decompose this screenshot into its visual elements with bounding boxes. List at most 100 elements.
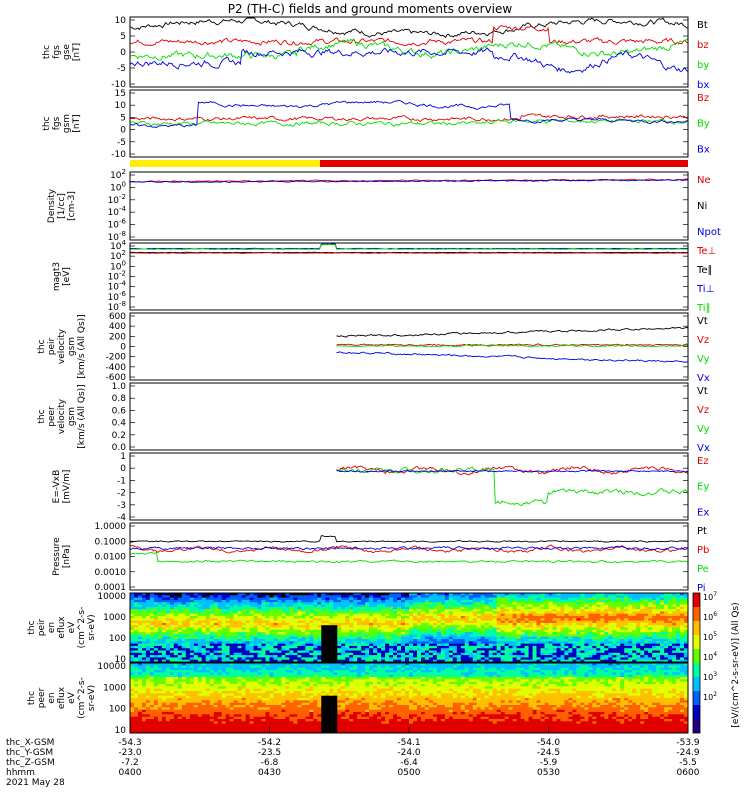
heatmap-cell — [397, 616, 402, 619]
heatmap-cell — [130, 618, 135, 621]
heatmap-cell — [544, 613, 549, 617]
panel-peir_en: thc peir en eflux eV (cm^2-s-sr-eV)1000010001… — [27, 592, 689, 665]
heatmap-cell — [249, 655, 254, 658]
heatmap-cell — [512, 597, 517, 601]
heatmap-cell — [548, 645, 553, 649]
heatmap-cell — [130, 622, 135, 626]
heatmap-cell — [516, 597, 521, 601]
heatmap-cell — [548, 611, 553, 615]
heatmap-cell — [193, 709, 199, 713]
heatmap-cell — [424, 643, 430, 647]
heatmap-cell — [536, 629, 541, 633]
heatmap-cell — [321, 604, 326, 608]
heatmap-cell — [205, 645, 211, 649]
heatmap-cell — [528, 618, 533, 621]
heatmap-cell — [588, 609, 593, 612]
heatmap-cell — [153, 712, 159, 715]
heatmap-cell — [189, 716, 195, 720]
heatmap-cell — [153, 698, 159, 701]
heatmap-cell — [329, 643, 334, 647]
heatmap-cell — [161, 629, 167, 633]
heatmap-cell — [145, 665, 151, 668]
heatmap-cell — [496, 593, 502, 596]
heatmap-cell — [138, 620, 143, 624]
heatmap-cell — [297, 595, 302, 598]
heatmap-cell — [309, 632, 314, 635]
heatmap-cell — [153, 677, 159, 680]
heatmap-cell — [169, 618, 175, 621]
heatmap-cell — [273, 620, 278, 624]
legend-Te∥: Te∥ — [696, 265, 713, 276]
heatmap-cell — [185, 659, 191, 663]
heatmap-cell — [448, 622, 454, 626]
heatmap-cell — [680, 609, 685, 612]
heatmap-cell — [142, 645, 147, 649]
heatmap-cell — [229, 652, 234, 656]
heatmap-cell — [157, 634, 163, 638]
heatmap-cell — [528, 595, 533, 598]
heatmap-cell — [536, 616, 541, 619]
heatmap-cell — [142, 639, 147, 642]
heatmap-cell — [189, 726, 195, 729]
heatmap-cell — [213, 657, 219, 661]
heatmap-cell — [672, 643, 677, 647]
heatmap-cell — [556, 593, 561, 596]
heatmap-cell — [281, 636, 286, 640]
heatmap-cell — [524, 659, 529, 663]
heatmap-cell — [353, 599, 358, 603]
heatmap-cell — [401, 648, 406, 651]
heatmap-cell — [397, 655, 402, 658]
heatmap-cell — [556, 629, 561, 633]
heatmap-cell — [421, 597, 426, 601]
heatmap-cell — [548, 613, 553, 617]
heatmap-cell — [369, 657, 374, 661]
heatmap-cell — [277, 650, 282, 654]
heatmap-cell — [153, 667, 159, 671]
heatmap-cell — [301, 620, 306, 624]
heatmap-cell — [652, 599, 657, 603]
heatmap-cell — [476, 639, 482, 642]
heatmap-cell — [424, 650, 430, 654]
heatmap-cell — [305, 657, 310, 661]
heatmap-cell — [496, 625, 502, 628]
heatmap-cell — [424, 632, 430, 635]
heatmap-cell — [500, 659, 506, 663]
panel-frame — [129, 16, 689, 88]
heatmap-cell — [249, 620, 254, 624]
heatmap-cell — [373, 629, 378, 633]
heatmap-cell — [153, 726, 159, 729]
heatmap-cell — [181, 670, 187, 673]
heatmap-cell — [169, 625, 175, 628]
heatmap-cell — [317, 609, 322, 612]
legend-bz: bz — [697, 40, 709, 51]
heatmap-cell — [428, 643, 434, 647]
heatmap-cell — [325, 618, 330, 621]
heatmap-cell — [309, 606, 314, 610]
heatmap-cell — [325, 632, 330, 635]
heatmap-cell — [516, 595, 521, 598]
heatmap-cell — [428, 641, 434, 644]
heatmap-cell — [512, 622, 517, 626]
heatmap-cell — [389, 657, 394, 661]
heatmap-cell — [237, 650, 242, 654]
heatmap-cell — [532, 629, 537, 633]
heatmap-cell — [321, 595, 326, 598]
heatmap-cell — [572, 604, 577, 608]
heatmap-cell — [265, 595, 270, 598]
heatmap-cell — [145, 686, 151, 689]
heatmap-cell — [413, 648, 418, 651]
heatmap-cell — [153, 714, 159, 717]
heatmap-cell — [329, 618, 334, 621]
heatmap-cell — [512, 639, 517, 642]
heatmap-cell — [130, 643, 135, 647]
heatmap-cell — [452, 650, 458, 654]
heatmap-cell — [504, 593, 510, 596]
y-tick-label: 104 — [110, 239, 126, 252]
heatmap-cell — [397, 602, 402, 605]
heatmap-cell — [185, 700, 191, 703]
heatmap-cell — [648, 627, 653, 631]
heatmap-cell — [209, 611, 215, 615]
heatmap-cell — [664, 602, 669, 605]
heatmap-cell — [249, 659, 254, 663]
y-axis-label-line: gse — [62, 44, 72, 60]
